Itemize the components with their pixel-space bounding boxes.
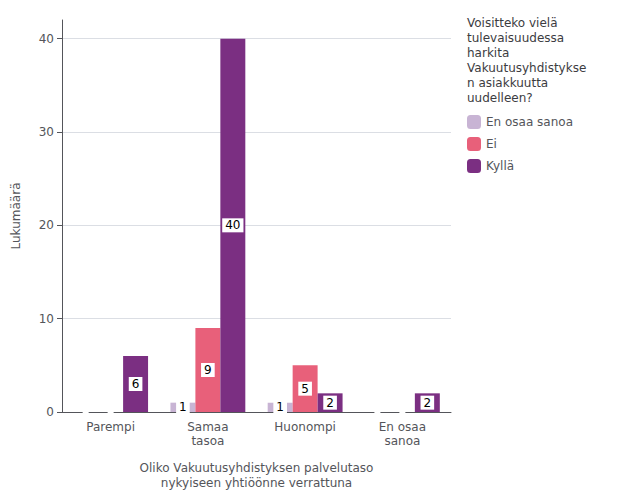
svg-text:n asiakkuutta: n asiakkuutta: [467, 76, 548, 90]
svg-text:Huonompi: Huonompi: [274, 420, 336, 434]
svg-text:tulevaisuudessa: tulevaisuudessa: [467, 31, 564, 45]
svg-text:Voisitteko vielä: Voisitteko vielä: [467, 16, 558, 30]
svg-text:Ei: Ei: [486, 137, 497, 151]
svg-text:nykyiseen yhtiöönne verrattuna: nykyiseen yhtiöönne verrattuna: [161, 476, 352, 490]
svg-text:Oliko Vakuutusyhdistyksen palv: Oliko Vakuutusyhdistyksen palvelutaso: [140, 461, 374, 475]
svg-text:Samaa: Samaa: [187, 420, 228, 434]
svg-text:En osaa: En osaa: [379, 420, 426, 434]
svg-text:9: 9: [204, 363, 212, 377]
svg-text:1: 1: [179, 400, 187, 414]
svg-text:20: 20: [39, 218, 54, 232]
svg-text:6: 6: [132, 377, 140, 391]
svg-text:Parempi: Parempi: [86, 420, 135, 434]
svg-text:uudelleen?: uudelleen?: [467, 91, 533, 105]
svg-text:Kyllä: Kyllä: [486, 159, 514, 173]
svg-text:1: 1: [276, 400, 284, 414]
svg-text:40: 40: [225, 218, 240, 232]
svg-text:0: 0: [46, 405, 54, 419]
svg-text:10: 10: [39, 312, 54, 326]
svg-text:tasoa: tasoa: [191, 434, 224, 448]
svg-text:harkita: harkita: [467, 46, 509, 60]
svg-text:Vakuutusyhdistykse: Vakuutusyhdistykse: [467, 61, 586, 75]
svg-text:2: 2: [424, 396, 432, 410]
svg-text:Lukumäärä: Lukumäärä: [9, 183, 23, 250]
svg-text:2: 2: [326, 396, 334, 410]
svg-text:En osaa sanoa: En osaa sanoa: [486, 115, 573, 129]
svg-text:30: 30: [39, 125, 54, 139]
svg-text:5: 5: [301, 382, 309, 396]
svg-text:sanoa: sanoa: [384, 434, 420, 448]
svg-text:40: 40: [39, 32, 54, 46]
